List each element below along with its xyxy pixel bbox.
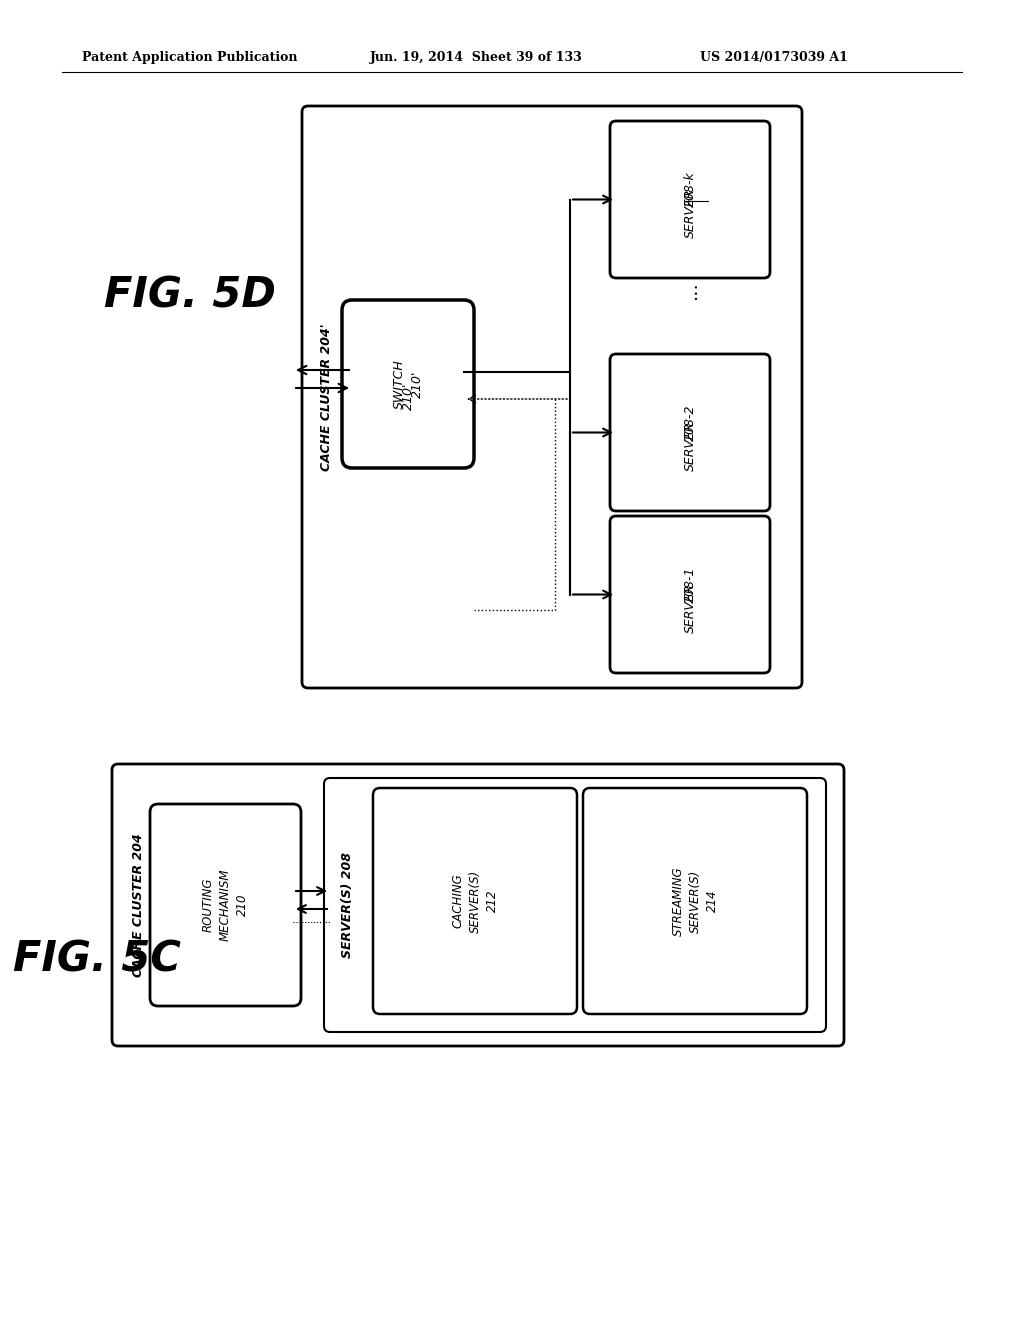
FancyBboxPatch shape <box>150 804 301 1006</box>
FancyBboxPatch shape <box>610 354 770 511</box>
FancyBboxPatch shape <box>324 777 826 1032</box>
FancyBboxPatch shape <box>610 516 770 673</box>
Text: SERVER: SERVER <box>683 583 696 634</box>
Text: SERVER: SERVER <box>683 189 696 238</box>
Text: CACHE CLUSTER 204': CACHE CLUSTER 204' <box>321 323 334 471</box>
Text: SWITCH
210': SWITCH 210' <box>392 359 424 409</box>
Text: SERVER: SERVER <box>683 422 696 471</box>
Text: STREAMING
SERVER(S)
214: STREAMING SERVER(S) 214 <box>672 866 719 936</box>
Text: Patent Application Publication: Patent Application Publication <box>82 51 298 65</box>
FancyBboxPatch shape <box>302 106 802 688</box>
FancyBboxPatch shape <box>112 764 844 1045</box>
FancyBboxPatch shape <box>610 121 770 279</box>
FancyBboxPatch shape <box>373 788 577 1014</box>
Text: FIG. 5D: FIG. 5D <box>104 275 275 315</box>
Text: CACHING
SERVER(S)
212: CACHING SERVER(S) 212 <box>452 870 499 933</box>
Text: 210': 210' <box>401 383 415 409</box>
Text: US 2014/0173039 A1: US 2014/0173039 A1 <box>700 51 848 65</box>
FancyBboxPatch shape <box>342 300 474 469</box>
Text: ROUTING
MECHANISM
210: ROUTING MECHANISM 210 <box>202 869 249 941</box>
Text: CACHE CLUSTER 204: CACHE CLUSTER 204 <box>131 833 144 977</box>
Text: SERVER(S) 208: SERVER(S) 208 <box>341 851 354 958</box>
Text: Jun. 19, 2014  Sheet 39 of 133: Jun. 19, 2014 Sheet 39 of 133 <box>370 51 583 65</box>
Text: ...: ... <box>681 281 699 300</box>
FancyBboxPatch shape <box>583 788 807 1014</box>
Text: FIG. 5C: FIG. 5C <box>13 939 181 981</box>
Text: 208-1: 208-1 <box>683 566 696 603</box>
Text: 208-k: 208-k <box>683 172 696 207</box>
Text: 208-2: 208-2 <box>683 404 696 441</box>
